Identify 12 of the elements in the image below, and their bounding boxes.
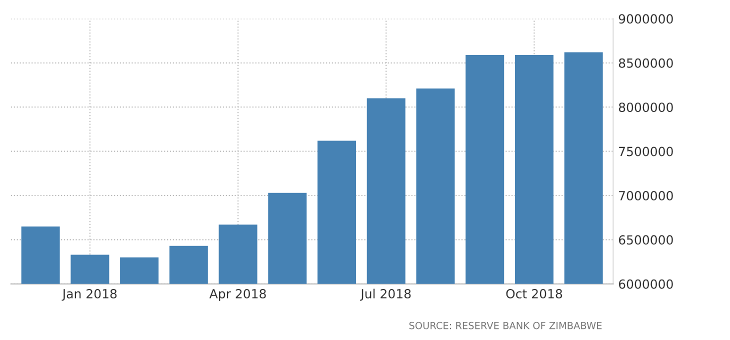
x-tick-label: Apr 2018 [209,288,266,301]
x-tick-label: Oct 2018 [506,288,562,298]
x-tick-label: Jan 2018 [62,288,117,301]
y-tick-label: 7000000 [619,190,673,200]
y-tick-label: 7500000 [619,146,673,156]
y-tick-label: 8500000 [618,58,673,68]
y-tick-label: 6000000 [618,279,673,289]
y-tick-label: 8000000 [618,102,673,112]
source-note: SOURCE: RESERVE BANK OF ZIMBABWE [409,322,602,330]
y-tick-label: 6500000 [618,235,673,245]
x-tick-label: Jul 2018 [360,288,411,301]
y-tick-label: 9000000 [618,14,673,24]
